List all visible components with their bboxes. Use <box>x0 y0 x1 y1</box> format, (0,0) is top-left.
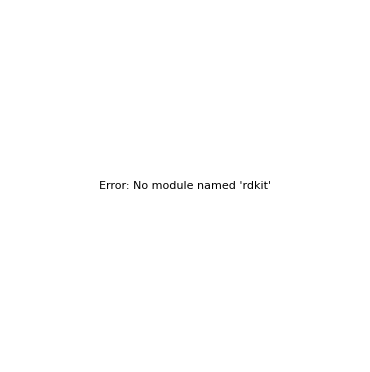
Text: Error: No module named 'rdkit': Error: No module named 'rdkit' <box>99 181 271 191</box>
